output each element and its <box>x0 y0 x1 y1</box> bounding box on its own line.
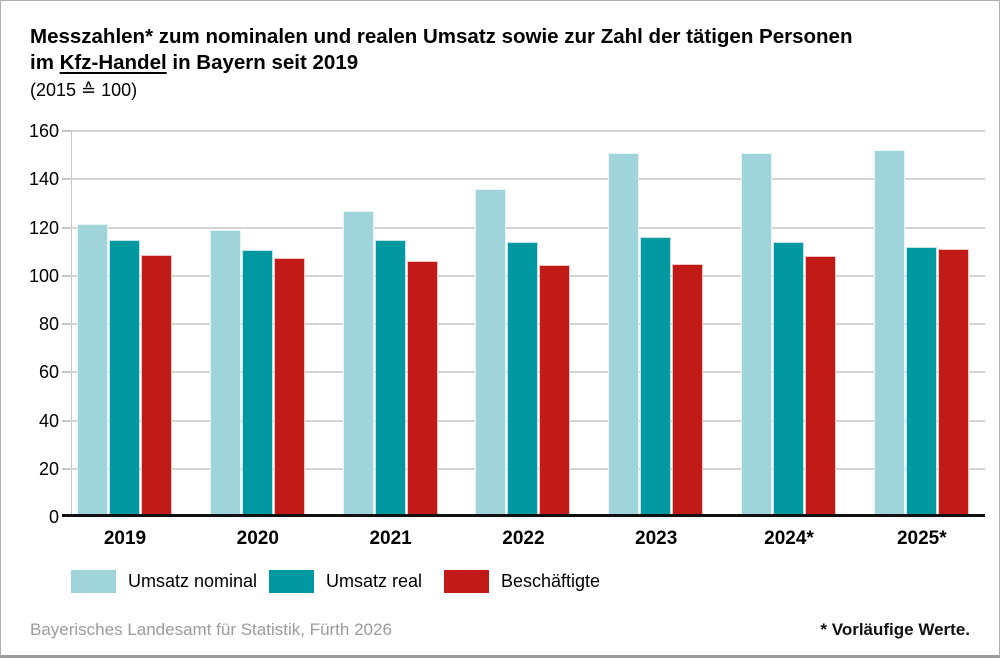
bar-umsatz-real-2022 <box>507 241 539 517</box>
gridline <box>71 130 985 132</box>
x-category-label: 2021 <box>369 528 412 549</box>
bar-besch-ftigte-2025 <box>937 249 969 517</box>
plot-area: 0 20 40 60 80 100 120 140 160 2019 2020 2021 2022 202… <box>29 122 985 549</box>
legend-swatch <box>71 569 116 593</box>
title-kfz-handel-underlined: Kfz-Handel <box>59 51 167 74</box>
title-line-2: im Kfz-Handel in Bayern seit 2019 <box>30 50 852 76</box>
title-line-1-text: Messzahlen* zum nominalen und realen Ums… <box>30 25 853 48</box>
y-tick-label: 160 <box>28 121 59 141</box>
title-line-1: Messzahlen* zum nominalen und realen Ums… <box>30 24 852 50</box>
bar-besch-ftigte-2022 <box>539 264 571 517</box>
gridline <box>71 226 985 229</box>
x-category-label: 2023 <box>635 528 678 549</box>
y-tick-label: 20 <box>38 458 59 479</box>
footnote-text: * Vorläufige Werte. <box>820 620 970 639</box>
bar-umsatz-nominal-2025 <box>873 150 905 517</box>
y-tick-label: 140 <box>28 169 59 190</box>
bar-umsatz-real-2019 <box>109 239 140 517</box>
bar-umsatz-real-2021 <box>374 239 406 517</box>
y-tick-mark <box>62 226 71 229</box>
legend: Umsatz nominal Umsatz real Beschäftigte <box>0 569 1000 593</box>
legend-item-umsatz-real: Umsatz real <box>269 569 422 593</box>
bar-umsatz-real-2023 <box>640 237 672 517</box>
title-line-2-post: in Bayern seit 2019 <box>166 51 359 74</box>
bar-besch-ftigte-2021 <box>406 261 438 517</box>
y-tick-mark <box>62 178 71 181</box>
y-tick-label: 80 <box>38 314 59 334</box>
legend-label: Umsatz nominal <box>128 570 258 591</box>
bar-umsatz-nominal-2021 <box>342 210 374 517</box>
y-tick-mark <box>62 323 71 325</box>
legend-label: Beschäftigte <box>501 570 601 591</box>
source-text: Bayerisches Landesamt für Statistik, Für… <box>30 620 392 639</box>
bar-besch-ftigte-2019 <box>141 255 172 517</box>
x-category-label: 2024* <box>764 528 814 549</box>
title-index-base-note: (2015 ≙ 100) <box>30 80 138 100</box>
y-tick-mark <box>62 371 71 374</box>
legend-item-umsatz-nominal: Umsatz nominal <box>71 569 257 593</box>
bar-besch-ftigte-2023 <box>672 263 704 517</box>
y-tick-label: 60 <box>38 362 59 383</box>
bar-umsatz-nominal-2022 <box>475 188 507 517</box>
y-tick-mark <box>62 274 71 277</box>
chart-title: Messzahlen* zum nominalen und realen Ums… <box>30 24 852 103</box>
y-tick-mark <box>62 467 71 470</box>
bar-umsatz-nominal-2019 <box>77 223 108 517</box>
y-tick-label: 120 <box>28 217 59 238</box>
gridline <box>71 178 985 181</box>
x-category-label: 2019 <box>103 528 147 549</box>
x-category-label: 2025* <box>896 528 947 549</box>
bar-umsatz-nominal-2020 <box>209 229 241 517</box>
bar-umsatz-real-2025 <box>905 246 937 517</box>
y-tick-mark <box>62 130 71 132</box>
y-tick-label: 40 <box>38 410 59 431</box>
bar-umsatz-real-2020 <box>241 250 273 517</box>
bar-besch-ftigte-2024 <box>805 256 836 517</box>
x-category-label: 2020 <box>236 528 279 549</box>
legend-swatch <box>269 569 314 593</box>
x-category-label: 2022 <box>502 528 545 549</box>
y-tick-label: 100 <box>28 265 59 286</box>
y-tick-mark <box>62 419 71 422</box>
legend-swatch <box>444 569 489 593</box>
title-line-2-pre: im <box>30 51 60 74</box>
legend-label: Umsatz real <box>326 570 423 591</box>
bar-besch-ftigte-2020 <box>273 257 305 517</box>
y-tick-label: 0 <box>48 507 59 527</box>
bar-umsatz-nominal-2023 <box>608 152 640 517</box>
legend-item-besch-ftigte: Beschäftigte <box>444 569 600 593</box>
x-axis-baseline <box>62 514 985 517</box>
bar-umsatz-nominal-2024 <box>741 152 772 517</box>
bar-umsatz-real-2024 <box>773 241 804 517</box>
